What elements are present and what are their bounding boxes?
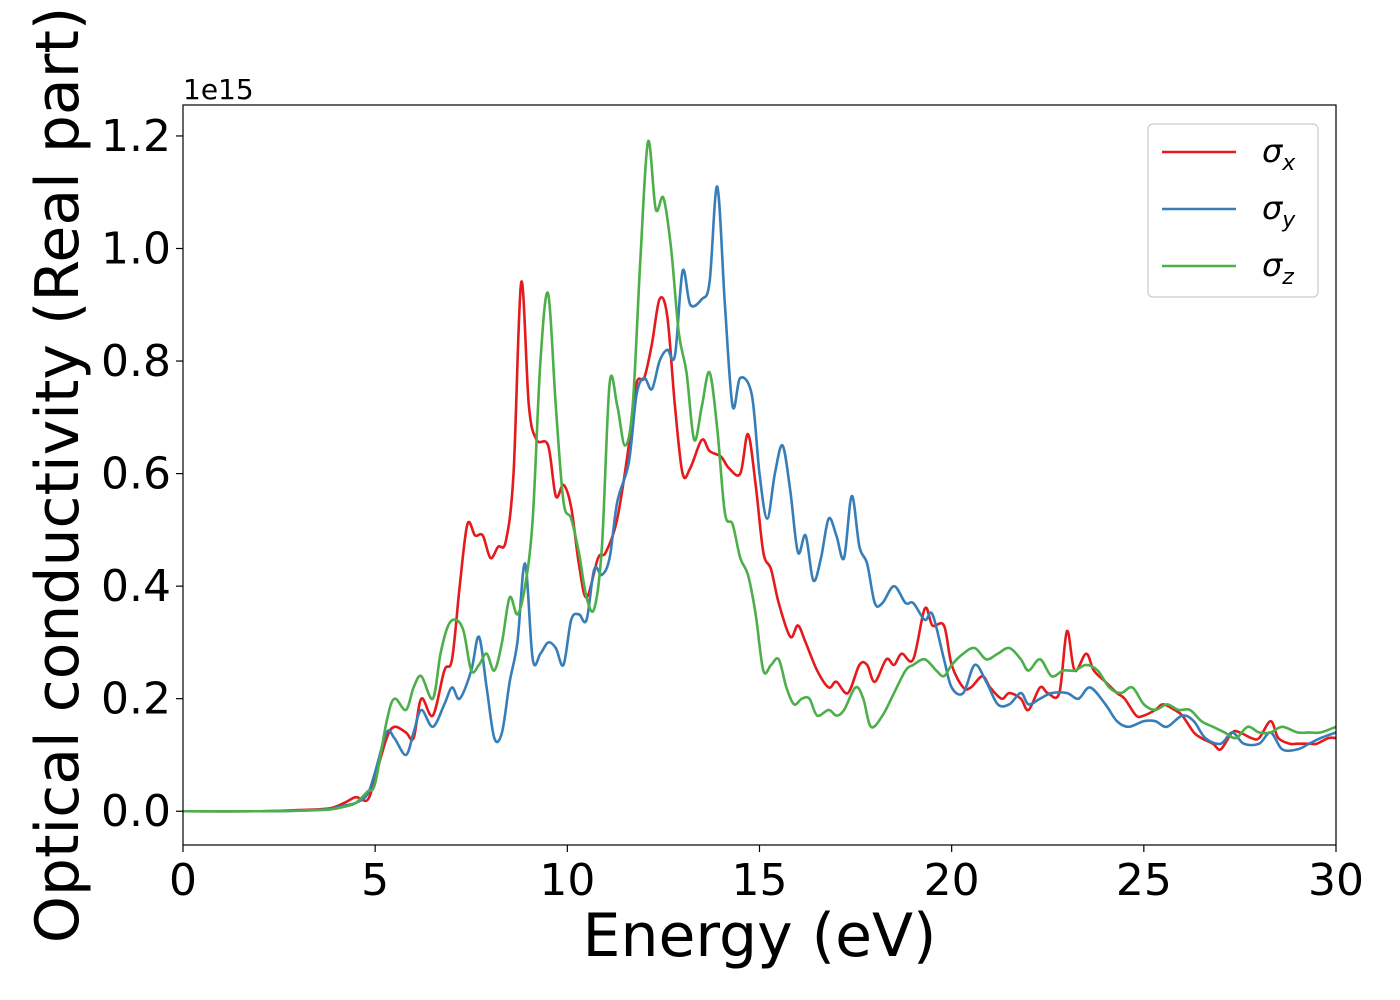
x-tick-label: 0 (169, 855, 197, 906)
y-tick-label: 0.6 (101, 449, 171, 500)
x-tick-label: 15 (732, 855, 788, 906)
y-tick-label: 1.2 (101, 111, 171, 162)
y-axis-label: Optical conductivity (Real part) (23, 7, 93, 944)
legend-box (1147, 123, 1319, 298)
legend-label-x: σx (1262, 132, 1296, 176)
x-tick-label: 10 (539, 855, 595, 906)
x-tick-label: 30 (1308, 855, 1364, 906)
y-tick-label: 1.0 (101, 223, 171, 274)
x-tick-label: 5 (361, 855, 389, 906)
y-offset-label: 1e15 (183, 73, 254, 106)
legend-label-y: σy (1262, 189, 1296, 233)
y-tick-label: 0.0 (101, 786, 171, 837)
legend-label-z: σz (1262, 246, 1294, 290)
y-axis-ticks: 0.0 0.2 0.4 0.6 0.8 1.0 1.2 (101, 111, 183, 837)
y-tick-label: 0.2 (101, 674, 171, 725)
y-tick-label: 0.8 (101, 336, 171, 387)
series-layer (183, 139, 1336, 813)
x-tick-label: 25 (1116, 855, 1172, 906)
x-axis-label: Energy (eV) (583, 901, 937, 971)
x-axis-ticks: 0 5 10 15 20 25 30 (169, 845, 1364, 906)
legend: σx σy σz (1147, 123, 1319, 298)
series-line-z (183, 139, 1336, 813)
y-tick-label: 0.4 (101, 561, 171, 612)
series-line-y (183, 185, 1336, 813)
x-tick-label: 20 (924, 855, 980, 906)
